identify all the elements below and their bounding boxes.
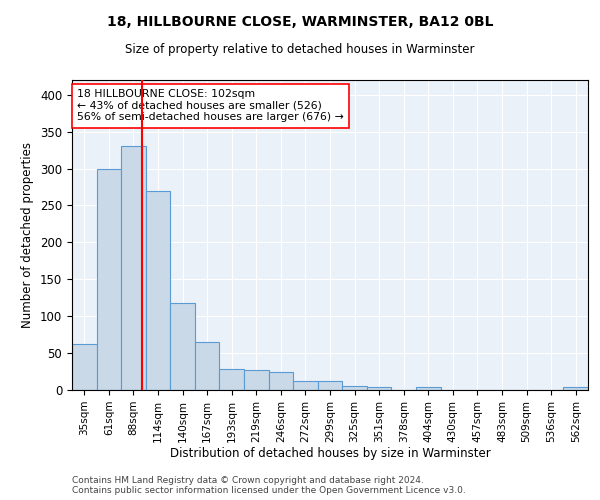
Bar bbox=[170, 303, 195, 390]
Bar bbox=[121, 146, 146, 390]
Bar bbox=[72, 344, 97, 390]
Bar bbox=[146, 190, 170, 390]
Text: Size of property relative to detached houses in Warminster: Size of property relative to detached ho… bbox=[125, 42, 475, 56]
Bar bbox=[367, 387, 391, 390]
Text: 18, HILLBOURNE CLOSE, WARMINSTER, BA12 0BL: 18, HILLBOURNE CLOSE, WARMINSTER, BA12 0… bbox=[107, 15, 493, 29]
Bar bbox=[416, 387, 440, 390]
Text: 18 HILLBOURNE CLOSE: 102sqm
← 43% of detached houses are smaller (526)
56% of se: 18 HILLBOURNE CLOSE: 102sqm ← 43% of det… bbox=[77, 90, 344, 122]
Bar bbox=[244, 370, 269, 390]
Bar bbox=[195, 342, 220, 390]
Bar bbox=[342, 386, 367, 390]
Bar bbox=[269, 372, 293, 390]
X-axis label: Distribution of detached houses by size in Warminster: Distribution of detached houses by size … bbox=[170, 448, 490, 460]
Y-axis label: Number of detached properties: Number of detached properties bbox=[22, 142, 34, 328]
Bar bbox=[563, 387, 588, 390]
Bar bbox=[318, 381, 342, 390]
Bar bbox=[97, 168, 121, 390]
Bar bbox=[293, 381, 318, 390]
Bar bbox=[220, 370, 244, 390]
Text: Contains HM Land Registry data © Crown copyright and database right 2024.
Contai: Contains HM Land Registry data © Crown c… bbox=[72, 476, 466, 495]
